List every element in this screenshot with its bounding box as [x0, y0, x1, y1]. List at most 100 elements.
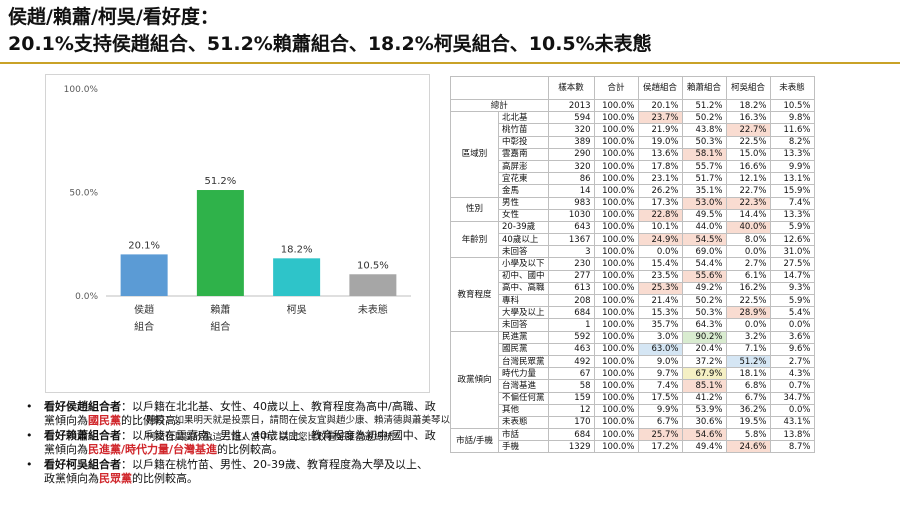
table-cell: 0.0%	[769, 403, 815, 417]
table-cell: 100.0%	[593, 367, 639, 381]
table-cell: 3.6%	[769, 330, 815, 344]
row-label: 時代力量	[498, 367, 549, 381]
table-row: 台灣基進 58 100.0% 7.4% 85.1% 6.8% 0.7%	[451, 379, 815, 393]
table-cell: 15.3%	[637, 306, 683, 320]
table-row: 不偏任何黨 159 100.0% 17.5% 41.2% 6.7% 34.7%	[451, 391, 815, 405]
table-cell: 85.1%	[681, 379, 727, 393]
table-row: 其他 12 100.0% 9.9% 53.9% 36.2% 0.0%	[451, 403, 815, 417]
table-cell: 13.3%	[769, 147, 815, 161]
finding-item: • 看好賴蕭組合者：以戶籍在雲嘉南、男性、40歲以上、教育程度為初中/國中、政黨傾…	[22, 429, 442, 457]
table-cell: 290	[547, 147, 595, 161]
table-cell: 100.0%	[593, 293, 639, 308]
category-label: 賴蕭	[210, 303, 230, 316]
table-cell: 5.9%	[769, 293, 815, 308]
row-label: 高中、高職	[498, 281, 549, 296]
table-cell: 44.0%	[681, 220, 727, 235]
table-cell: 11.6%	[769, 123, 815, 137]
bar-chart-panel: 0.0% 50.0% 100.0% 20.1% 侯趙 組合 51.2% 賴蕭 組合 18.2% 柯吳…	[45, 74, 460, 443]
table-cell: 22.5%	[725, 135, 771, 149]
table-cell: 100.0%	[593, 172, 639, 186]
row-label: 不偏任何黨	[498, 391, 549, 405]
row-label: 國民黨	[498, 342, 549, 356]
column-header: 未表態	[769, 76, 815, 100]
category-label: 未表態	[358, 303, 388, 316]
table-cell: 100.0%	[593, 403, 639, 417]
data-label: 18.2%	[281, 244, 313, 255]
group-label: 性別	[450, 196, 499, 222]
table-row: 時代力量 67 100.0% 9.7% 67.9% 18.1% 4.3%	[451, 367, 815, 381]
table-cell: 2.7%	[769, 354, 815, 369]
table-cell: 12.6%	[769, 233, 815, 247]
table-cell: 51.2%	[725, 354, 771, 369]
table-row: 雲嘉南 290 100.0% 13.6% 58.1% 15.0% 13.3%	[451, 147, 815, 161]
table-cell: 100.0%	[593, 208, 639, 222]
table-cell: 23.5%	[637, 269, 683, 283]
table-cell: 1367	[547, 233, 595, 247]
table-row: 台灣民眾黨 492 100.0% 9.0% 37.2% 51.2% 2.7%	[451, 354, 815, 369]
survey-question: 題目：如果明天就是投票日，請問在侯友宜與趙少康、賴清德與蕭美琴以及柯文哲與吳欣盈…	[146, 415, 460, 443]
finding-party: 國民黨	[88, 414, 121, 427]
table-cell: 100.0%	[593, 440, 639, 454]
table-cell: 28.9%	[725, 306, 771, 320]
data-label: 20.1%	[128, 240, 160, 251]
table-row: 專科 208 100.0% 21.4% 50.2% 22.5% 5.9%	[451, 293, 815, 308]
row-label: 未回答	[498, 318, 549, 332]
table-cell: 643	[547, 220, 595, 235]
table-cell: 22.7%	[725, 184, 771, 198]
table-cell: 159	[547, 391, 595, 405]
table-cell: 4.3%	[769, 367, 815, 381]
table-cell: 14	[547, 184, 595, 198]
finding-item: • 看好柯吳組合者：以戶籍在桃竹苗、男性、20-39歲、教育程度為大學及以上、 政…	[22, 458, 442, 486]
table-cell: 100.0%	[593, 111, 639, 125]
table-cell: 100.0%	[593, 281, 639, 296]
table-cell: 13.8%	[769, 428, 815, 442]
table-cell: 684	[547, 306, 595, 320]
row-label: 小學及以下	[498, 257, 549, 271]
table-cell: 7.1%	[725, 342, 771, 356]
bar	[349, 274, 397, 296]
table-cell: 51.7%	[681, 172, 727, 186]
group-label: 年齡別	[450, 220, 499, 259]
row-label: 未表態	[498, 415, 549, 430]
table-cell: 43.1%	[769, 415, 815, 430]
table-cell: 1	[547, 318, 595, 332]
table-cell: 51.2%	[681, 98, 727, 113]
table-row: 性別 男性 983 100.0% 17.3% 53.0% 22.3% 7.4%	[450, 196, 815, 222]
table-cell: 55.7%	[681, 159, 727, 174]
table-row: 年齡別 20-39歲 643 100.0% 10.1% 44.0% 40.0% 5.9%	[450, 220, 815, 259]
table-row: 大學及以上 684 100.0% 15.3% 50.3% 28.9% 5.4%	[451, 306, 815, 320]
table-cell: 54.5%	[681, 233, 727, 247]
row-label: 雲嘉南	[498, 147, 549, 161]
table-cell: 64.3%	[681, 318, 727, 332]
table-cell: 22.5%	[725, 293, 771, 308]
finding-tail: 的比例較高。	[132, 472, 198, 485]
table-cell: 23.1%	[637, 172, 683, 186]
table-cell: 6.7%	[725, 391, 771, 405]
finding-party: 民眾黨	[99, 472, 132, 485]
table-cell: 320	[547, 159, 595, 174]
bar	[196, 190, 244, 296]
table-cell: 49.4%	[681, 440, 727, 454]
table-cell: 2.7%	[725, 257, 771, 271]
category-label: 組合	[210, 320, 230, 333]
table-cell: 20.4%	[681, 342, 727, 356]
column-header: 侯趙組合	[637, 76, 683, 100]
findings-list: • 看好侯趙組合者：以戶籍在北北基、女性、40歲以上、教育程度為高中/高職、政黨傾…	[22, 400, 442, 487]
category-label: 侯趙	[134, 303, 154, 316]
table-cell: 22.7%	[725, 123, 771, 137]
table-cell: 50.2%	[681, 111, 727, 125]
table-total-row: 總計 2013 100.0% 20.1% 51.2% 18.2% 10.5%	[450, 98, 815, 113]
table-cell: 100.0%	[593, 415, 639, 430]
table-cell: 208	[547, 293, 595, 308]
bar	[273, 258, 321, 296]
table-cell: 20.1%	[637, 98, 683, 113]
table-cell: 27.5%	[769, 257, 815, 271]
table-cell: 8.2%	[769, 135, 815, 149]
table-row: 未表態 170 100.0% 6.7% 30.6% 19.5% 43.1%	[451, 415, 815, 430]
row-label: 民進黨	[498, 330, 549, 344]
total-label: 總計	[450, 98, 549, 113]
column-header: 樣本數	[547, 76, 595, 100]
table-cell: 9.3%	[769, 281, 815, 296]
finding-text: ：以戶籍在桃竹苗、男性、20-39歲、教育程度為大學及以上、 政黨傾向為	[44, 458, 428, 485]
table-row: 手機 1329 100.0% 17.2% 49.4% 24.6% 8.7%	[451, 440, 815, 454]
